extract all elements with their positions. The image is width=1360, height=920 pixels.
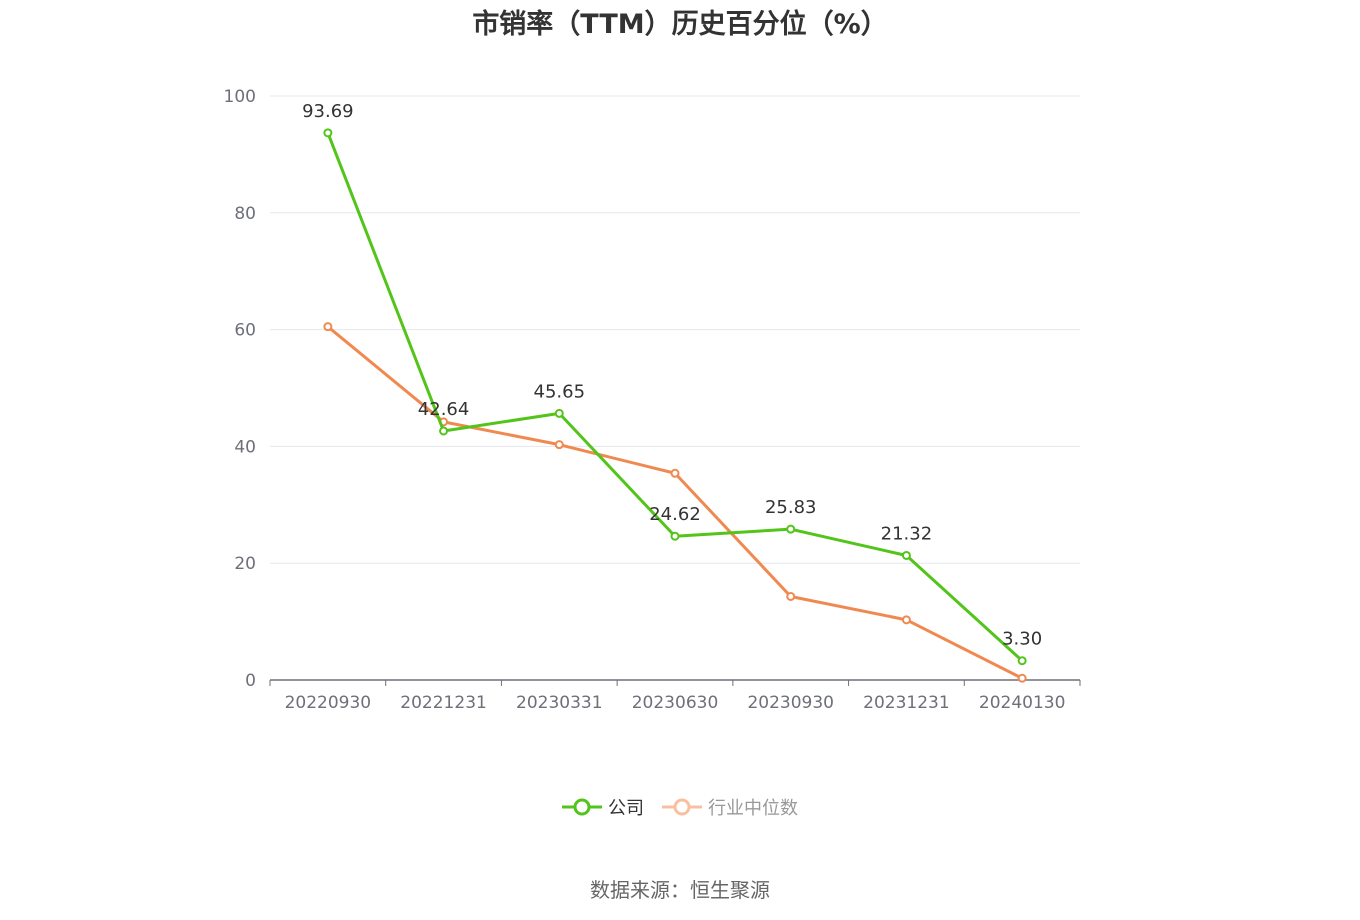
- y-tick-label: 60: [234, 321, 256, 341]
- data-label: 24.62: [649, 504, 701, 525]
- legend: 公司 行业中位数: [0, 794, 1360, 820]
- data-label: 93.69: [302, 101, 354, 122]
- data-label: 3.30: [1002, 629, 1042, 650]
- y-tick-label: 0: [245, 671, 256, 691]
- data-point-company[interactable]: [670, 531, 680, 541]
- data-label: 42.64: [418, 399, 470, 420]
- data-label: 21.32: [881, 523, 933, 544]
- y-tick-label: 20: [234, 554, 256, 574]
- data-point-company[interactable]: [323, 128, 333, 138]
- data-point-industry-median[interactable]: [554, 440, 564, 450]
- x-tick-label: 20220930: [285, 693, 372, 713]
- data-point-company[interactable]: [901, 550, 911, 560]
- x-tick-label: 20221231: [400, 693, 487, 713]
- data-label: 45.65: [534, 381, 586, 402]
- series-line-industry-median: [326, 325, 1023, 680]
- data-point-company[interactable]: [439, 426, 449, 436]
- data-point-industry-median[interactable]: [1017, 673, 1027, 683]
- legend-company-label: 公司: [608, 798, 644, 819]
- x-tick-label: 20231231: [863, 693, 950, 713]
- source-note: 数据来源：恒生聚源: [590, 878, 770, 902]
- data-label: 25.83: [765, 497, 817, 518]
- x-tick-label: 20240130: [979, 693, 1066, 713]
- series-line-company: [326, 132, 1024, 662]
- x-tick-label: 20230331: [516, 693, 603, 713]
- data-labels: 93.69 42.64 45.65 24.62 25.83 21.32 3.30: [302, 101, 1042, 650]
- axes: 0 20 40 60 80 100 20220930 20221231 20230331 2023…: [224, 87, 1081, 713]
- data-point-company[interactable]: [1017, 656, 1027, 666]
- grid-lines: [270, 95, 1080, 564]
- legend-item-industry-median[interactable]: 行业中位数: [662, 794, 798, 820]
- data-point-industry-median[interactable]: [323, 322, 333, 332]
- legend-industry-line-icon: [662, 798, 702, 816]
- y-tick-label: 100: [224, 87, 256, 107]
- x-tick-label: 20230930: [747, 693, 834, 713]
- y-tick-label: 80: [234, 204, 256, 224]
- legend-item-company[interactable]: 公司: [562, 794, 644, 820]
- data-point-company[interactable]: [786, 524, 796, 534]
- legend-industry-label: 行业中位数: [708, 798, 798, 819]
- series-lines: [323, 128, 1027, 683]
- data-point-industry-median[interactable]: [901, 615, 911, 625]
- data-point-industry-median[interactable]: [786, 591, 796, 601]
- y-tick-label: 40: [234, 437, 256, 457]
- chart-title: 市销率（TTM）历史百分位（%）: [472, 9, 888, 40]
- legend-company-line-icon: [562, 798, 602, 816]
- data-point-industry-median[interactable]: [670, 468, 680, 478]
- x-tick-label: 20230630: [632, 693, 719, 713]
- data-point-company[interactable]: [554, 408, 564, 418]
